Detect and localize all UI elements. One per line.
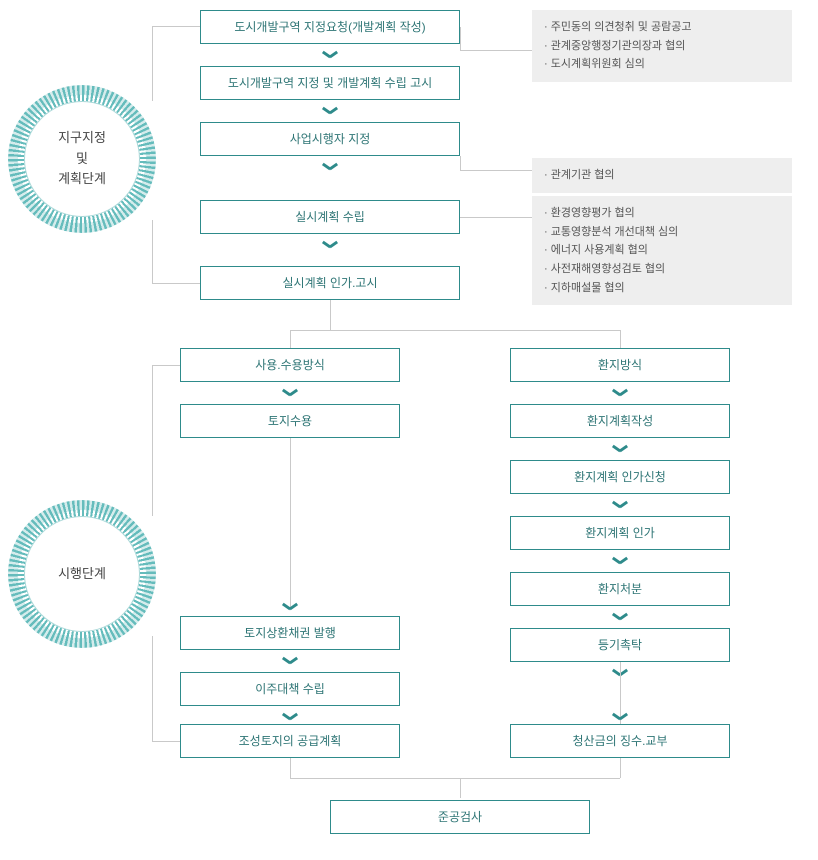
connector — [152, 365, 153, 516]
connector — [152, 365, 180, 366]
connector — [290, 330, 620, 331]
left-s3: 토지상환채권 발행 — [180, 616, 400, 650]
right-s4: 환지계획 인가 — [510, 516, 730, 550]
chevron-down-icon — [612, 388, 628, 398]
note1-i2: 관계중앙행정기관의장과 협의 — [544, 37, 780, 56]
phase-circle-1: 지구지정 및 계획단계 — [18, 95, 146, 223]
left-s1: 사용.수용방식 — [180, 348, 400, 382]
note1-i1: 주민동의 의견청취 및 공람공고 — [544, 18, 780, 37]
note1-i3: 도시계획위원회 심의 — [544, 55, 780, 74]
step-s2: 도시개발구역 지정 및 개발계획 수립 고시 — [200, 66, 460, 100]
connector — [290, 778, 620, 779]
connector — [152, 26, 153, 101]
right-s6: 등기촉탁 — [510, 628, 730, 662]
chevron-down-icon — [282, 602, 298, 612]
note-box-2: 관계기관 협의 — [532, 158, 792, 193]
flowchart-root: 지구지정 및 계획단계 도시개발구역 지정요청(개발계획 작성) 도시개발구역 … — [0, 10, 818, 850]
chevron-down-icon — [282, 388, 298, 398]
connector — [620, 758, 621, 778]
note3-i1: 환경영향평가 협의 — [544, 204, 780, 223]
chevron-down-icon — [612, 500, 628, 510]
note3-i3: 에너지 사용계획 협의 — [544, 241, 780, 260]
chevron-down-icon — [322, 50, 338, 60]
connector — [460, 50, 532, 51]
phase-circle-2: 시행단계 — [18, 510, 146, 638]
chevron-down-icon — [322, 162, 338, 172]
phase1-label-mid: 및 — [76, 149, 88, 170]
step-s1: 도시개발구역 지정요청(개발계획 작성) — [200, 10, 460, 44]
note-box-3: 환경영향평가 협의 교통영향분석 개선대책 심의 에너지 사용계획 협의 사전재… — [532, 196, 792, 305]
step-s3: 사업시행자 지정 — [200, 122, 460, 156]
chevron-down-icon — [322, 106, 338, 116]
connector — [460, 217, 532, 218]
note3-i5: 지하매설물 협의 — [544, 279, 780, 298]
connector — [460, 156, 461, 170]
left-s2: 토지수용 — [180, 404, 400, 438]
chevron-down-icon — [612, 712, 628, 722]
chevron-down-icon — [282, 656, 298, 666]
note-box-1: 주민동의 의견청취 및 공람공고 관계중앙행정기관의장과 협의 도시계획위원회 … — [532, 10, 792, 82]
right-s3: 환지계획 인가신청 — [510, 460, 730, 494]
right-s5: 환지처분 — [510, 572, 730, 606]
connector — [620, 330, 621, 348]
right-s1: 환지방식 — [510, 348, 730, 382]
chevron-down-icon — [322, 240, 338, 250]
connector — [152, 220, 153, 283]
connector — [460, 778, 461, 798]
left-s5: 조성토지의 공급계획 — [180, 724, 400, 758]
right-s7: 청산금의 징수.교부 — [510, 724, 730, 758]
connector — [152, 26, 200, 27]
note3-i2: 교통영향분석 개선대책 심의 — [544, 223, 780, 242]
connector — [152, 636, 153, 741]
note3-i4: 사전재해영향성검토 협의 — [544, 260, 780, 279]
right-s2: 환지계획작성 — [510, 404, 730, 438]
left-s4: 이주대책 수립 — [180, 672, 400, 706]
connector — [460, 170, 532, 171]
connector — [290, 438, 291, 608]
phase2-label: 시행단계 — [58, 564, 106, 585]
step-s5: 실시계획 인가.고시 — [200, 266, 460, 300]
chevron-down-icon — [282, 712, 298, 722]
connector — [290, 330, 291, 348]
connector — [290, 758, 291, 778]
phase1-label-bottom: 계획단계 — [58, 169, 106, 190]
chevron-down-icon — [612, 444, 628, 454]
connector — [460, 27, 461, 50]
connector — [152, 283, 200, 284]
final-step: 준공검사 — [330, 800, 590, 834]
connector — [152, 741, 180, 742]
chevron-down-icon — [612, 556, 628, 566]
phase1-label-top: 지구지정 — [58, 128, 106, 149]
note2-i1: 관계기관 협의 — [544, 166, 780, 185]
step-s4: 실시계획 수립 — [200, 200, 460, 234]
chevron-down-icon — [612, 612, 628, 622]
connector — [330, 300, 331, 330]
